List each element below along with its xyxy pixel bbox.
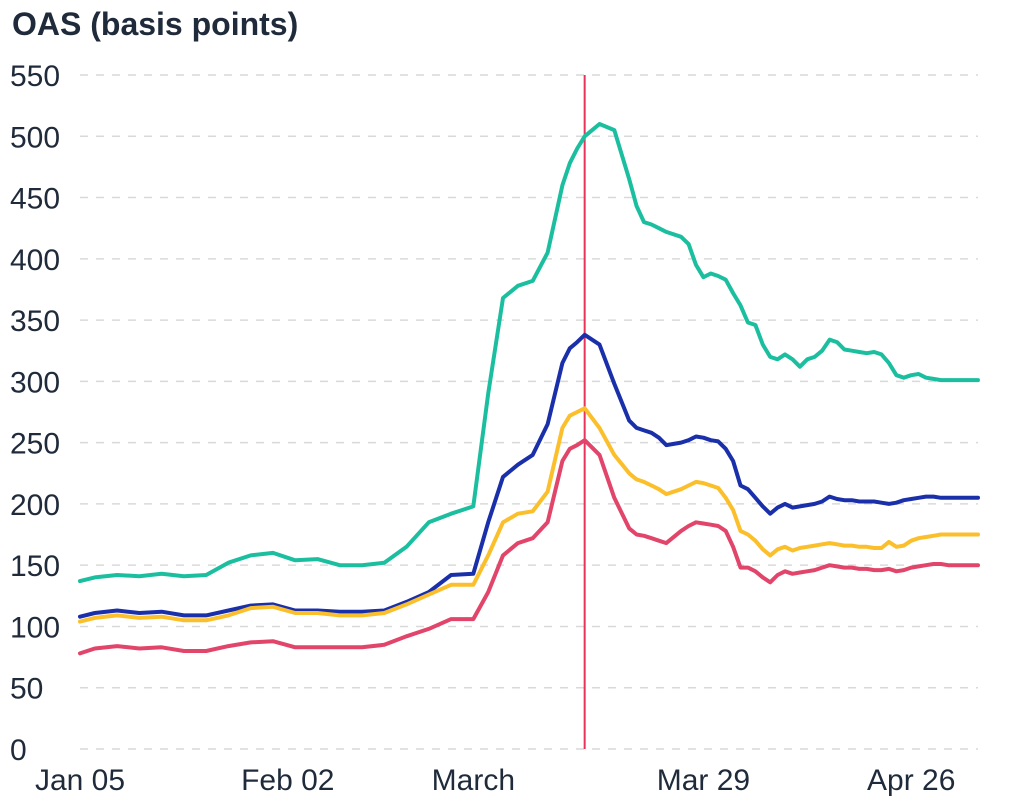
y-tick: 200 xyxy=(10,489,60,522)
y-tick-label: 550 xyxy=(10,60,60,93)
x-tick: March xyxy=(432,764,515,797)
x-tick-label: Jan 05 xyxy=(35,764,125,797)
x-tick-label: Apr 26 xyxy=(867,764,955,797)
series-line-4 xyxy=(78,438,980,656)
y-tick-label: 200 xyxy=(10,489,60,522)
y-tick: 150 xyxy=(10,550,60,583)
y-tick: 300 xyxy=(10,366,60,399)
y-tick-label: 500 xyxy=(10,121,60,154)
y-tick-label: 50 xyxy=(10,673,43,706)
chart-title: OAS (basis points) xyxy=(12,6,299,42)
series-line-3 xyxy=(78,406,980,624)
y-tick-label: 150 xyxy=(10,550,60,583)
y-tick-label: 350 xyxy=(10,305,60,338)
y-axis-ticks: 0 50 100 150 200 250 300 350 400 450 500 550 xyxy=(10,60,60,767)
series-line-1 xyxy=(78,122,980,584)
y-tick-label: 100 xyxy=(10,611,60,644)
y-tick: 500 xyxy=(10,121,60,154)
y-tick: 100 xyxy=(10,611,60,644)
y-tick: 350 xyxy=(10,305,60,338)
grid-layer xyxy=(80,74,978,750)
x-tick: Feb 02 xyxy=(241,764,334,797)
x-tick-label: Feb 02 xyxy=(241,764,334,797)
y-tick: 450 xyxy=(10,183,60,216)
y-tick: 250 xyxy=(10,428,60,461)
x-tick-label: March xyxy=(432,764,515,797)
y-tick-label: 0 xyxy=(10,734,27,767)
y-tick-label: 450 xyxy=(10,183,60,216)
y-tick-label: 400 xyxy=(10,244,60,277)
y-tick-label: 300 xyxy=(10,366,60,399)
x-axis-ticks: Jan 05 Feb 02 March Mar 29 Apr 26 xyxy=(35,764,955,797)
x-tick: Mar 29 xyxy=(657,764,750,797)
y-tick-label: 250 xyxy=(10,428,60,461)
series-layer xyxy=(78,122,980,656)
series-line-2 xyxy=(78,332,980,619)
x-tick: Jan 05 xyxy=(35,764,125,797)
y-tick: 0 xyxy=(10,734,27,767)
y-tick: 50 xyxy=(10,673,43,706)
y-tick: 550 xyxy=(10,60,60,93)
x-tick-label: Mar 29 xyxy=(657,764,750,797)
x-tick: Apr 26 xyxy=(867,764,955,797)
y-tick: 400 xyxy=(10,244,60,277)
